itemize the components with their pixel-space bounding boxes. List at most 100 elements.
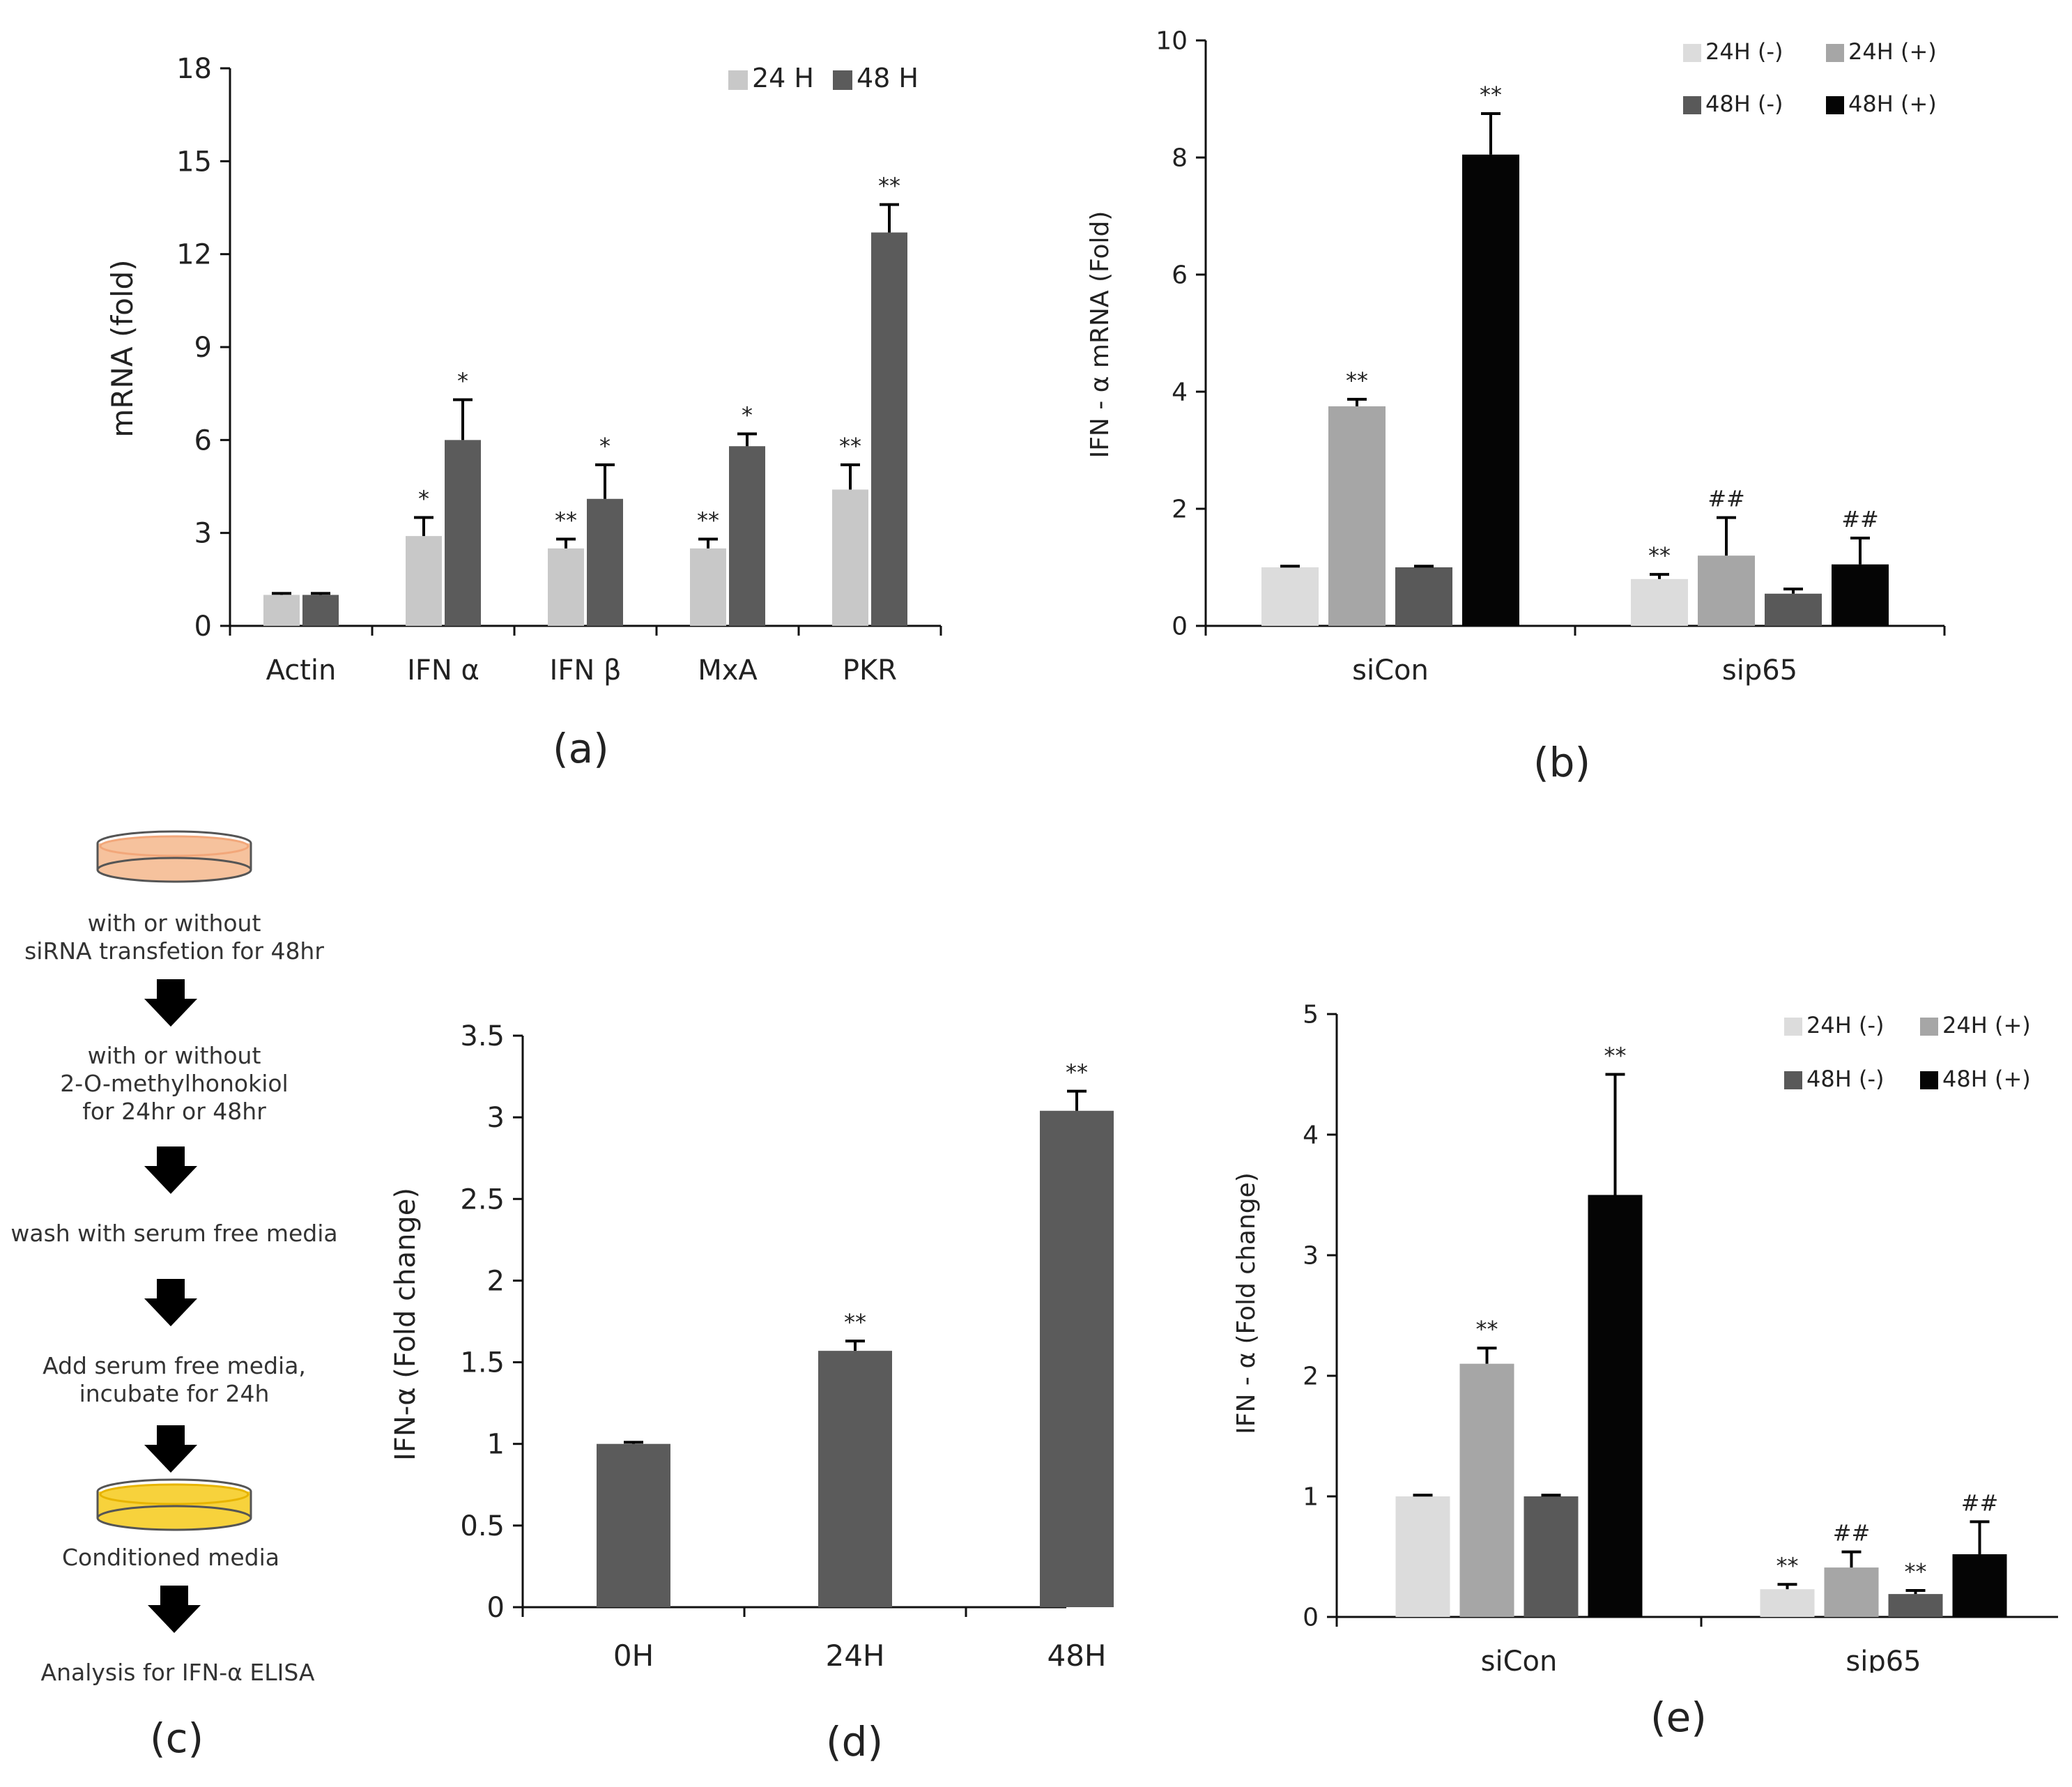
flow-step-1: with or without siRNA transfetion for 48… — [0, 910, 348, 965]
flowchart: with or without siRNA transfetion for 48… — [0, 829, 362, 1787]
category-label: IFN α — [407, 654, 479, 687]
panel-label-a: (a) — [553, 725, 609, 772]
significance-label: ** — [1648, 542, 1671, 569]
dish-bottom-icon — [96, 1478, 252, 1531]
y-tick-label: 6 — [194, 424, 212, 457]
down-arrow-icon — [144, 1279, 197, 1326]
category-label: MxA — [698, 654, 758, 687]
y-tick-label: 0 — [1172, 613, 1188, 641]
legend-label: 48 H — [857, 63, 919, 93]
bar — [263, 595, 300, 626]
legend-swatch — [833, 70, 852, 90]
bar — [1952, 1554, 2007, 1617]
significance-label: ** — [1066, 1059, 1088, 1086]
y-tick-label: 3 — [194, 518, 212, 550]
legend-swatch — [1683, 44, 1701, 62]
y-tick-label: 2 — [487, 1265, 505, 1297]
category-label: IFN β — [550, 654, 622, 687]
flow-step-6: Analysis for IFN-α ELISA — [0, 1659, 355, 1687]
bar — [1832, 564, 1889, 626]
bar — [818, 1351, 892, 1607]
significance-label: ** — [555, 507, 577, 534]
dish-top-icon — [96, 830, 252, 883]
legend-label: 48H (+) — [1848, 91, 1937, 117]
y-tick-label: 2 — [1172, 496, 1188, 524]
panel-label-e: (e) — [1650, 1694, 1707, 1741]
significance-label: * — [742, 401, 753, 428]
y-tick-label: 2.5 — [460, 1183, 505, 1215]
y-tick-label: 4 — [1172, 378, 1188, 407]
bar — [587, 498, 623, 626]
bar — [597, 1443, 670, 1607]
y-tick-label: 6 — [1172, 261, 1188, 290]
category-label: siCon — [1481, 1646, 1558, 1673]
legend-label: 24H (+) — [1848, 38, 1937, 65]
significance-label: * — [457, 368, 468, 394]
bar — [1040, 1110, 1114, 1607]
flow-step-4: Add serum free media, incubate for 24h — [0, 1352, 348, 1408]
chart-e: 0 1 2 3 4 5 IFN - α (Fold change) siCon ** ** sip6… — [1232, 1001, 2058, 1673]
legend-swatch — [1784, 1018, 1802, 1036]
significance-label: ## — [1708, 486, 1745, 512]
bar — [445, 440, 481, 626]
bar — [1765, 593, 1822, 626]
y-tick-label: 1.5 — [460, 1347, 505, 1379]
legend-swatch — [728, 70, 748, 90]
y-axis-label: mRNA (fold) — [105, 259, 139, 437]
significance-label: ## — [1833, 1520, 1871, 1547]
bar — [1395, 567, 1452, 626]
y-tick-label: 3 — [487, 1102, 505, 1134]
bar — [302, 595, 339, 626]
legend-label: 48H (+) — [1942, 1066, 2031, 1092]
down-arrow-icon — [144, 1425, 197, 1473]
panel-label-b: (b) — [1533, 739, 1591, 786]
y-axis-label: IFN-α (Fold change) — [390, 1188, 422, 1461]
bar — [1524, 1496, 1579, 1617]
legend-label: 24H (+) — [1942, 1012, 2031, 1038]
flow-step-2: with or without 2-O-methylhonokiol for 2… — [0, 1042, 348, 1126]
significance-label: * — [599, 433, 611, 459]
legend-label: 48H (-) — [1806, 1066, 1884, 1092]
legend-swatch — [1683, 96, 1701, 114]
y-tick-label: 3 — [1303, 1242, 1319, 1271]
y-tick-label: 1 — [1303, 1483, 1319, 1512]
flow-step-5: Conditioned media — [0, 1544, 342, 1572]
down-arrow-icon — [144, 979, 197, 1027]
legend-swatch — [1920, 1018, 1938, 1036]
y-tick-label: 4 — [1303, 1121, 1319, 1150]
bar — [406, 536, 442, 626]
legend-label: 24 H — [752, 63, 814, 93]
bar — [1459, 1363, 1514, 1617]
y-tick-label: 0 — [194, 611, 212, 643]
legend-label: 24H (-) — [1806, 1012, 1884, 1038]
significance-label: ## — [1961, 1489, 1999, 1516]
y-tick-label: 2 — [1303, 1363, 1319, 1391]
bar — [729, 446, 765, 626]
panel-label-c: (c) — [150, 1715, 204, 1762]
legend-swatch — [1920, 1071, 1938, 1089]
significance-label: ** — [697, 507, 719, 534]
significance-label: * — [418, 485, 429, 512]
bar — [1824, 1567, 1879, 1617]
chart-b: 0 2 4 6 8 10 IFN - α mRNA (Fold) siCon ** ** sip65… — [1086, 27, 1946, 687]
bar — [832, 489, 868, 626]
significance-label: ** — [1776, 1552, 1799, 1579]
bar — [1760, 1589, 1815, 1617]
category-label: sip65 — [1845, 1646, 1921, 1673]
bar — [1328, 406, 1386, 626]
y-tick-label: 15 — [176, 146, 212, 178]
down-arrow-icon — [148, 1586, 201, 1633]
y-axis-label: IFN - α (Fold change) — [1232, 1172, 1261, 1434]
y-tick-label: 3.5 — [460, 1020, 505, 1052]
bar — [1261, 567, 1319, 626]
bar — [1698, 555, 1755, 626]
y-tick-label: 0 — [1303, 1604, 1319, 1632]
y-tick-label: 9 — [194, 332, 212, 364]
flow-step-2-text: with or without 2-O-methylhonokiol for 2… — [60, 1042, 289, 1125]
category-label: sip65 — [1722, 654, 1797, 687]
bar — [871, 232, 907, 626]
significance-label: ** — [1480, 82, 1502, 108]
category-label: Actin — [266, 654, 337, 687]
flow-step-3: wash with serum free media — [0, 1220, 348, 1248]
